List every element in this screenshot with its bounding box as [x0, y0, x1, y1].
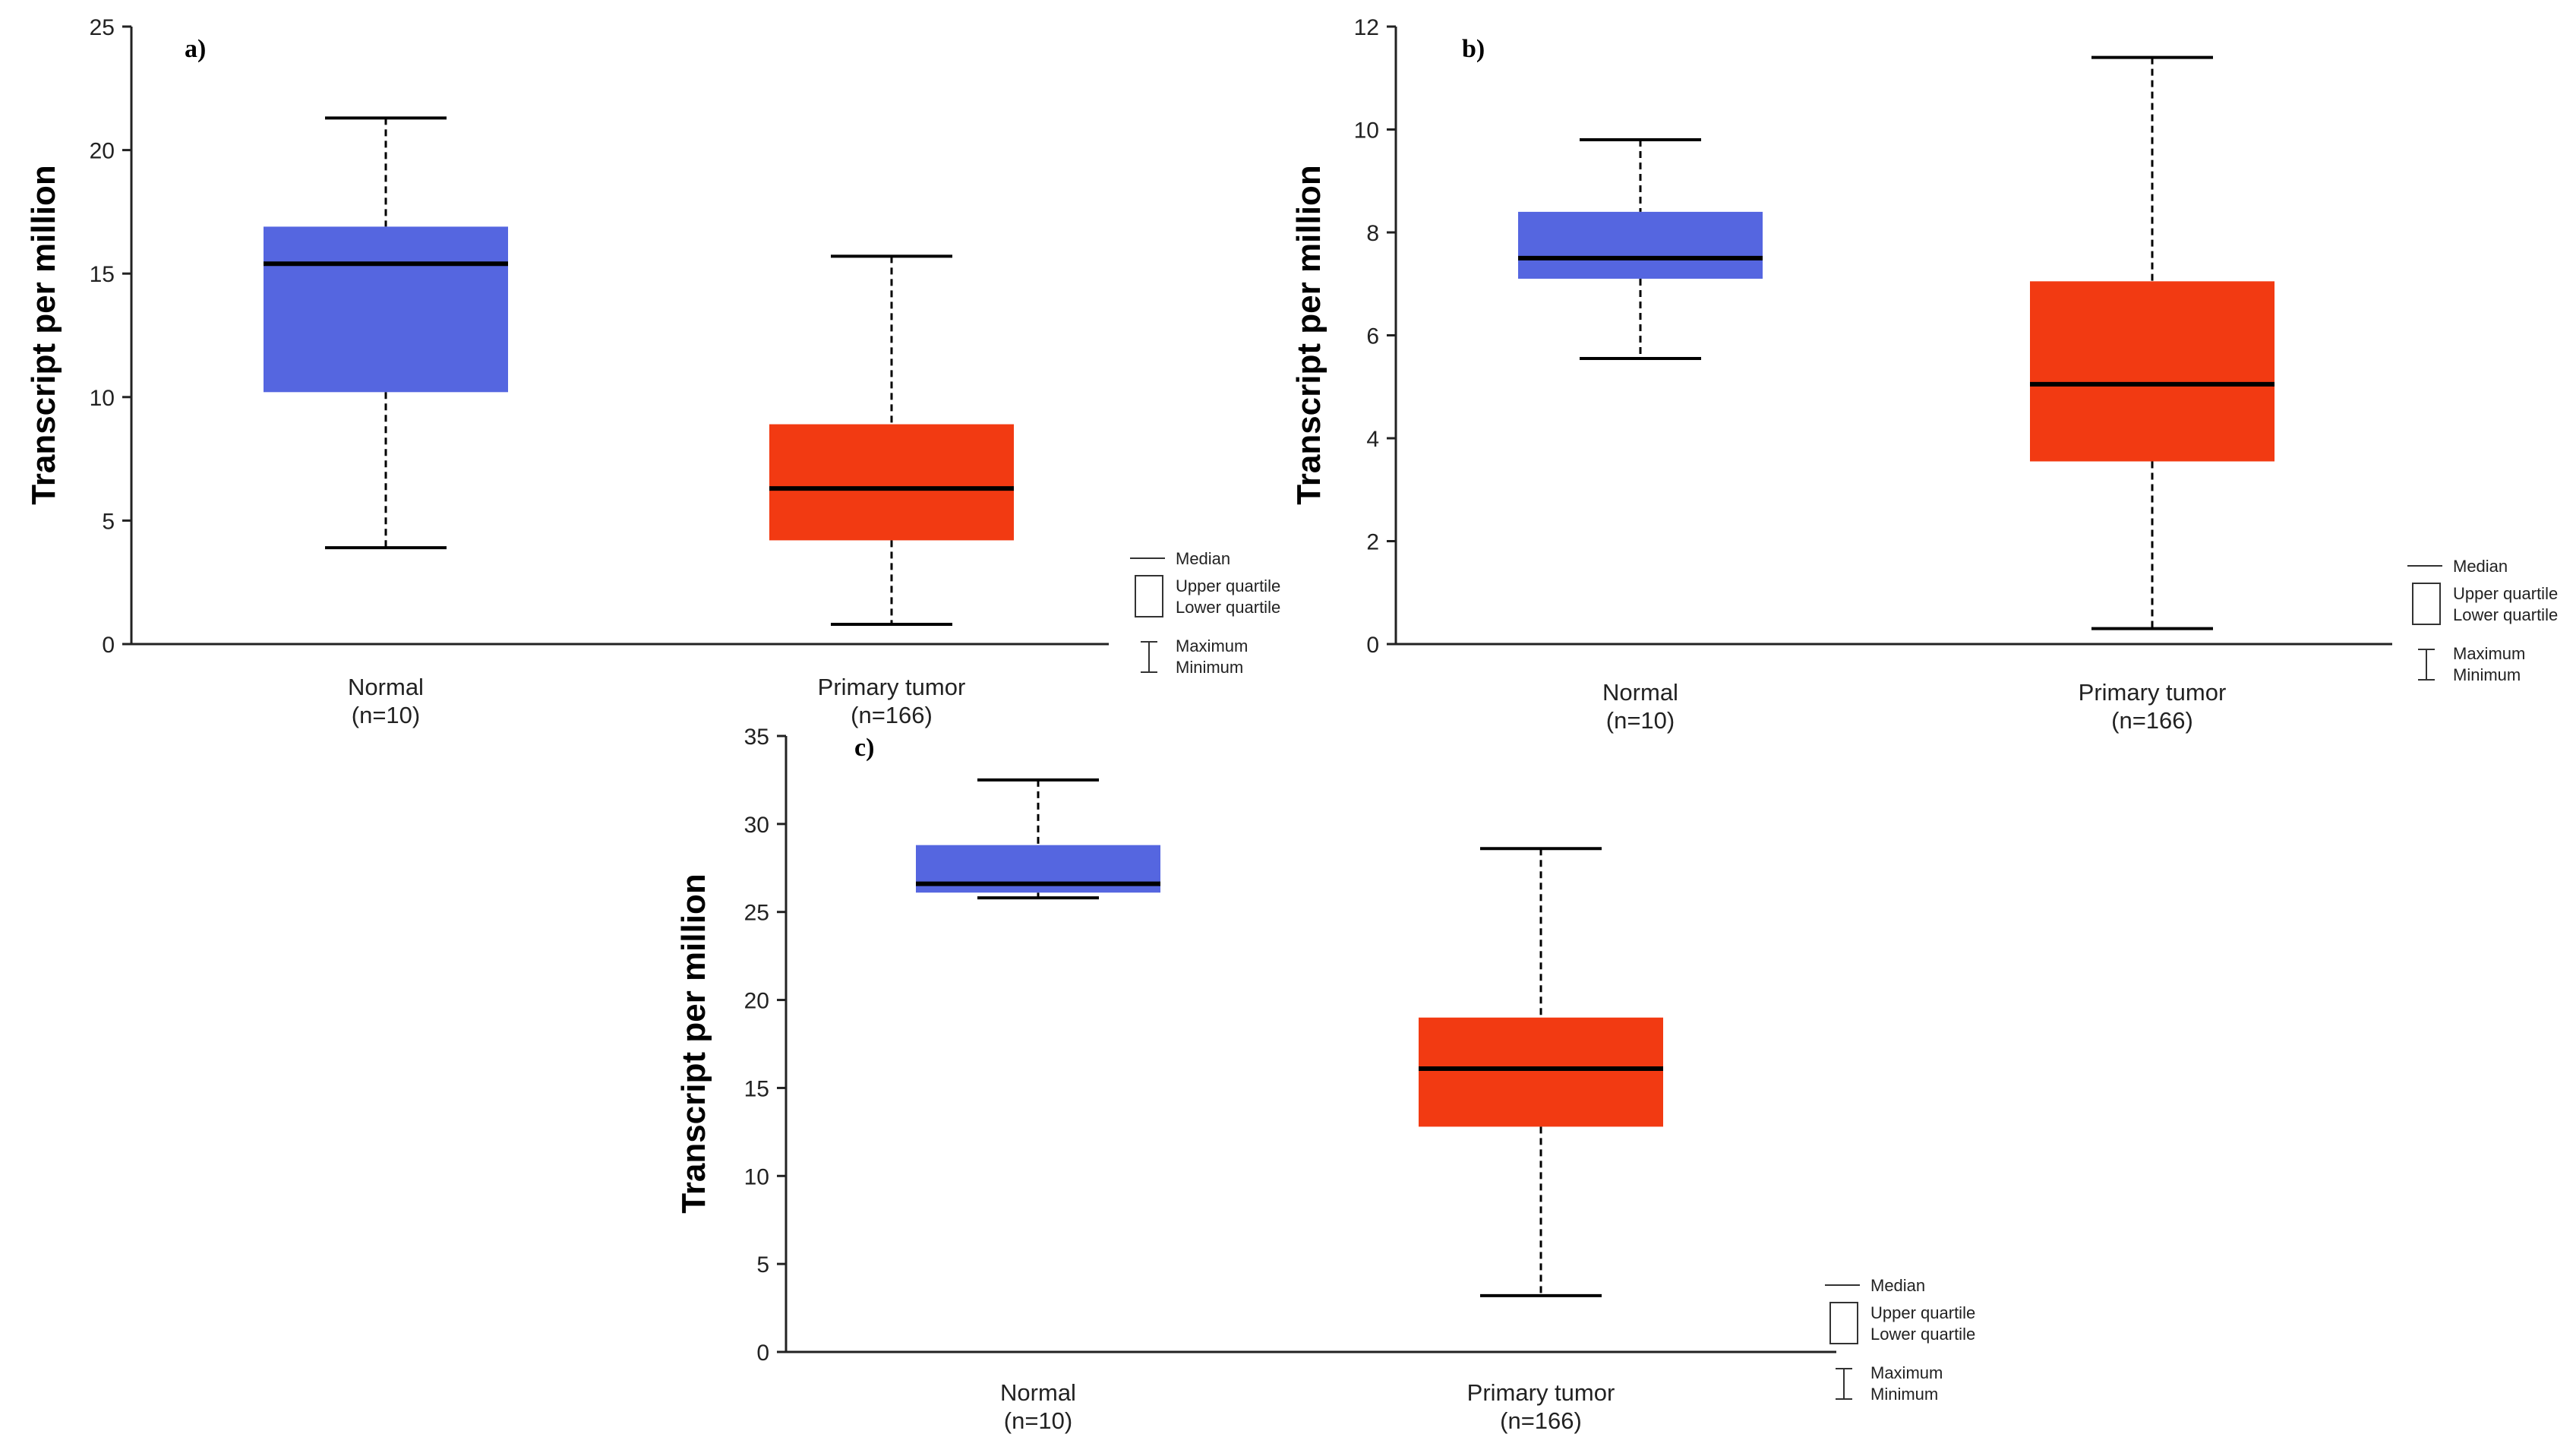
box-iqr — [264, 226, 508, 393]
category-count: (n=166) — [2111, 707, 2193, 734]
legend-quartile-icon — [1829, 1302, 1858, 1344]
y-tick-label: 15 — [744, 1076, 769, 1101]
legend-minimum-label: Minimum — [1870, 1385, 1938, 1404]
category-label: Normal — [348, 674, 424, 700]
legend-upper-quartile-label: Upper quartile — [2453, 584, 2558, 603]
legend-median-label: Median — [2453, 557, 2508, 576]
y-tick-label: 20 — [744, 989, 769, 1014]
category-count: (n=10) — [1004, 1407, 1072, 1434]
category-count: (n=10) — [352, 702, 420, 728]
box-iqr — [2030, 281, 2275, 462]
legend: Median Upper quartile Lower quartile Maximu… — [2407, 557, 2558, 684]
legend-maximum-label: Maximum — [1870, 1363, 1943, 1382]
panel-label: c) — [854, 734, 874, 762]
y-tick-label: 12 — [1354, 15, 1379, 40]
box-primary-tumor — [1419, 847, 1663, 1297]
panel-label: b) — [1462, 35, 1485, 63]
legend-lower-quartile-label: Lower quartile — [1870, 1325, 1975, 1344]
category-label: Primary tumor — [2079, 679, 2227, 706]
box-iqr — [1419, 1017, 1663, 1127]
category-label: Normal — [1602, 679, 1678, 706]
y-axis-label: Transcript per million — [25, 165, 62, 504]
y-tick-label: 6 — [1366, 324, 1379, 349]
category-count: (n=10) — [1606, 707, 1675, 734]
legend-minimum-label: Minimum — [1176, 658, 1243, 677]
y-tick-label: 35 — [744, 725, 769, 750]
y-tick-label: 10 — [90, 386, 115, 411]
box-normal — [264, 116, 508, 550]
legend-maximum-label: Maximum — [2453, 644, 2525, 663]
legend-upper-quartile-label: Upper quartile — [1870, 1303, 1975, 1322]
y-tick-label: 25 — [744, 901, 769, 926]
y-tick-label: 4 — [1366, 427, 1379, 452]
y-tick-label: 0 — [102, 633, 115, 658]
y-tick-label: 5 — [756, 1252, 769, 1278]
y-tick-label: 20 — [90, 139, 115, 164]
chart-panel-a: 0 5 10 15 20 25 Transcript per million a) Normal… — [25, 15, 1280, 728]
box-primary-tumor — [769, 254, 1014, 626]
legend-upper-quartile-label: Upper quartile — [1176, 576, 1280, 595]
legend: Median Upper quartile Lower quartile Maximu… — [1130, 549, 1280, 677]
legend-lower-quartile-label: Lower quartile — [1176, 598, 1280, 617]
y-tick-label: 25 — [90, 15, 115, 40]
y-tick-label: 8 — [1366, 221, 1379, 246]
y-tick-label: 0 — [756, 1341, 769, 1366]
legend-median-label: Median — [1176, 549, 1230, 568]
y-axis-label: Transcript per million — [675, 873, 712, 1213]
y-tick-label: 2 — [1366, 530, 1379, 555]
legend-minimum-label: Minimum — [2453, 665, 2521, 684]
legend: Median Upper quartile Lower quartile Maximu… — [1825, 1276, 1975, 1404]
category-label: Primary tumor — [1467, 1379, 1615, 1406]
panel-label: a) — [185, 35, 206, 63]
box-primary-tumor — [2030, 55, 2275, 630]
box-normal — [916, 778, 1160, 900]
legend-lower-quartile-label: Lower quartile — [2453, 605, 2558, 624]
y-tick-label: 0 — [1366, 633, 1379, 658]
y-axis-label: Transcript per million — [1290, 165, 1327, 504]
category-label: Primary tumor — [818, 674, 966, 700]
legend-quartile-icon — [1135, 575, 1163, 617]
box-iqr — [769, 424, 1014, 541]
box-iqr — [1518, 211, 1763, 279]
y-tick-label: 15 — [90, 262, 115, 287]
chart-panel-c: 0 5 10 15 20 25 30 35 Transcript per million c) No… — [675, 725, 1975, 1434]
category-count: (n=166) — [851, 702, 933, 728]
box-normal — [1518, 138, 1763, 360]
legend-quartile-icon — [2412, 583, 2441, 625]
legend-maximum-label: Maximum — [1176, 636, 1248, 655]
y-tick-label: 30 — [744, 813, 769, 838]
y-tick-label: 5 — [102, 509, 115, 534]
legend-median-label: Median — [1870, 1276, 1925, 1295]
category-label: Normal — [1000, 1379, 1076, 1406]
y-tick-label: 10 — [1354, 118, 1379, 144]
category-count: (n=166) — [1500, 1407, 1582, 1434]
y-tick-label: 10 — [744, 1164, 769, 1189]
